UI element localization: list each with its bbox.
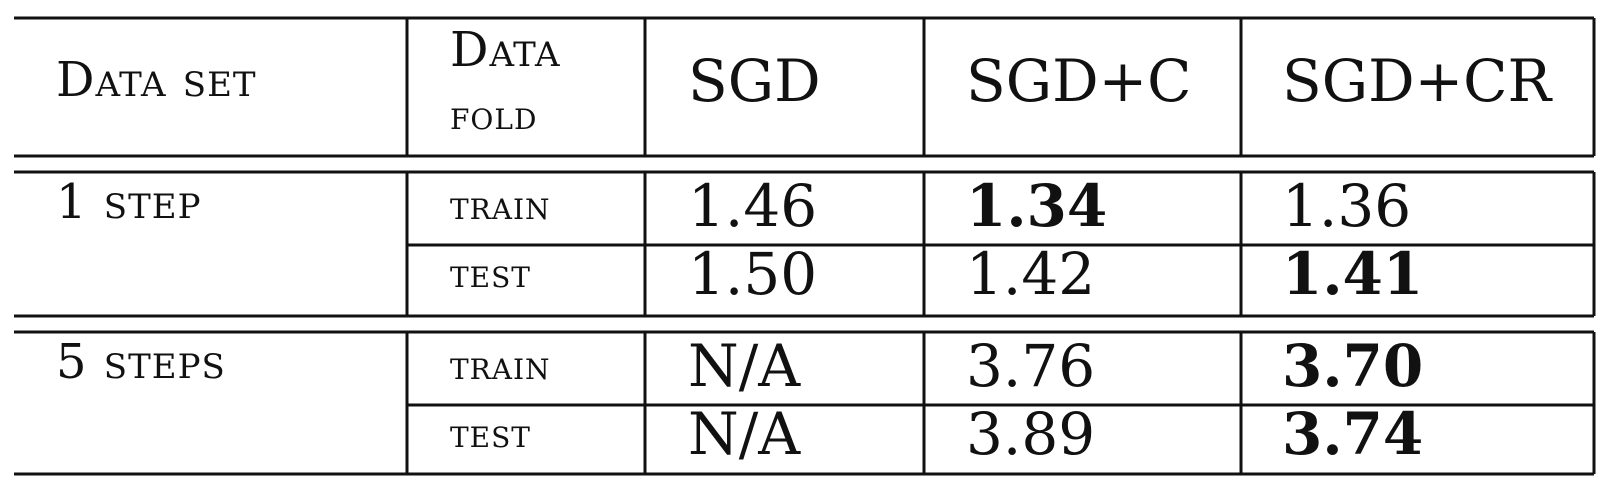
fold-test-1: test [450,251,531,297]
fold-train-2: train [450,343,551,389]
dataset-label-1-step: 1 step [56,174,202,230]
header-fold-line1: Data [450,22,561,78]
dataset-label-5-steps: 5 steps [56,334,226,390]
fold-train-1: train [450,183,551,229]
header-fold-line2: fold [450,93,538,139]
value-1step-test-sgd-c: 1.42 [966,240,1096,308]
value-1step-test-sgd-cr: 1.41 [1282,240,1424,308]
value-1step-test-sgd: 1.50 [688,240,818,308]
value-5steps-test-sgd-c: 3.89 [966,400,1096,468]
value-5steps-train-sgd-c: 3.76 [966,332,1096,400]
value-1step-train-sgd-cr: 1.36 [1282,172,1412,240]
value-5steps-test-sgd-cr: 3.74 [1282,400,1424,468]
value-1step-train-sgd: 1.46 [688,172,818,240]
fold-test-2: test [450,411,531,457]
value-5steps-train-sgd-cr: 3.70 [1282,332,1424,400]
header-dataset: Data set [56,52,257,108]
header-sgd-c: SGD+C [966,47,1192,115]
header-sgd-cr: SGD+CR [1282,47,1552,115]
header-sgd: SGD [688,47,821,115]
value-5steps-train-sgd: N/A [688,332,801,400]
value-5steps-test-sgd: N/A [688,400,801,468]
value-1step-train-sgd-c: 1.34 [966,172,1108,240]
